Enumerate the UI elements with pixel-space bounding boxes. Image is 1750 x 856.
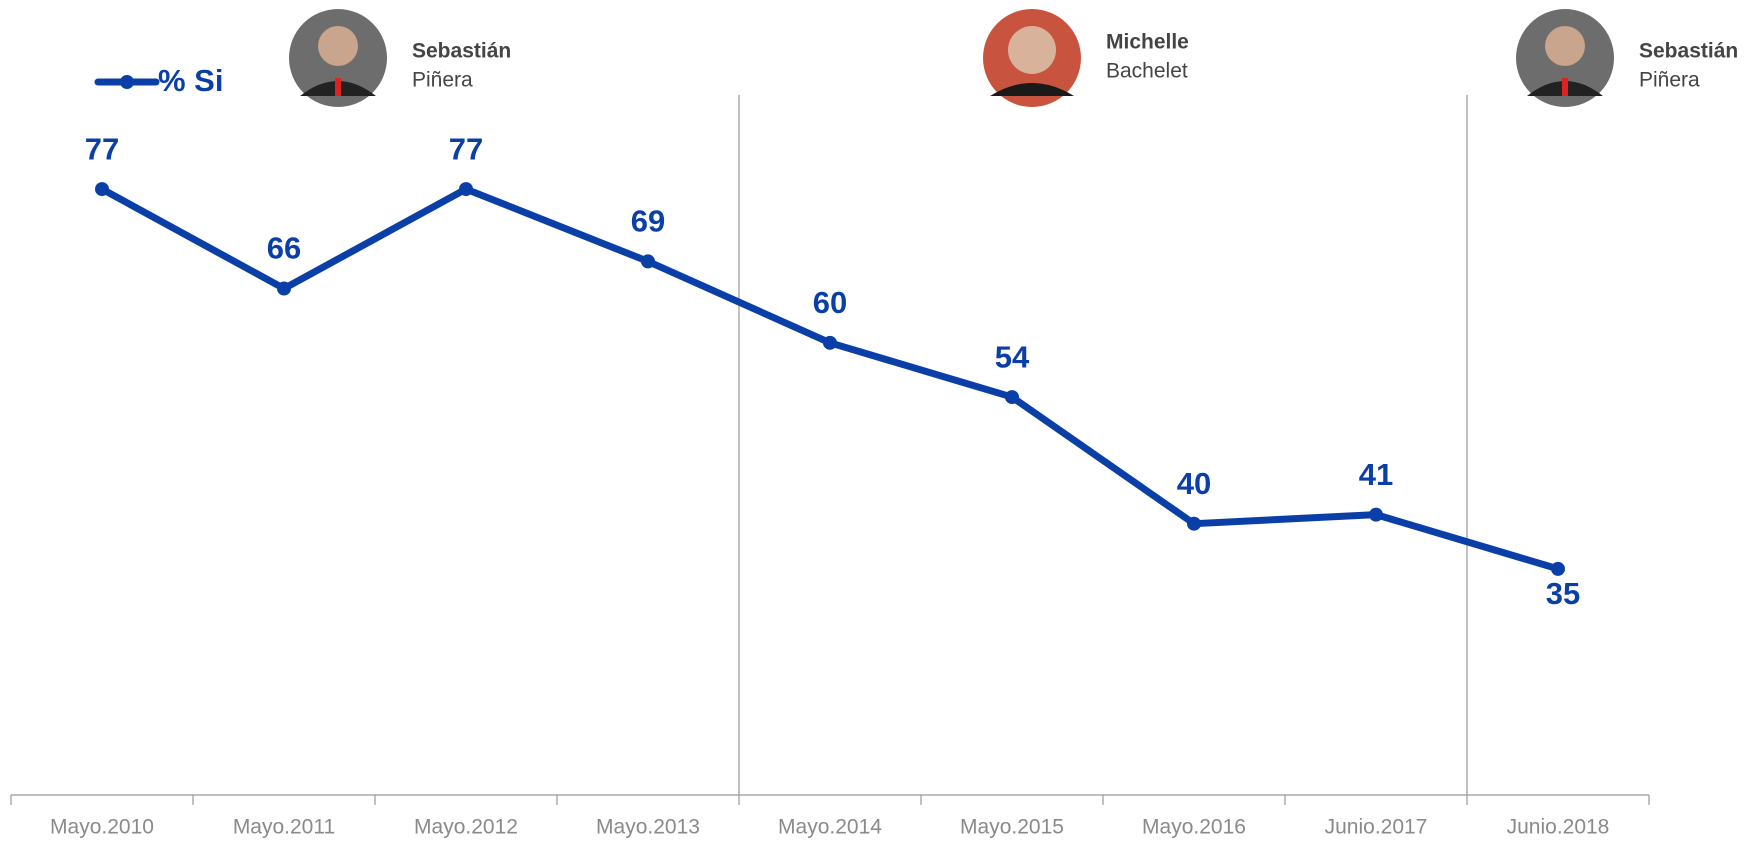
data-point — [459, 182, 473, 197]
president-first-name: Sebastián — [412, 40, 511, 63]
data-point — [95, 182, 109, 197]
president-last-name: Bachelet — [1106, 60, 1188, 83]
x-tick-label: Mayo.2011 — [233, 816, 335, 839]
data-point — [1551, 561, 1565, 576]
data-label: 35 — [1546, 576, 1580, 611]
data-label: 66 — [267, 231, 301, 266]
data-label: 54 — [995, 339, 1030, 374]
data-label: 60 — [813, 285, 847, 320]
data-label: 77 — [85, 131, 119, 166]
data-label: 41 — [1359, 457, 1393, 492]
data-label: 77 — [449, 131, 483, 166]
data-point — [823, 335, 837, 350]
president-last-name: Piñera — [1639, 69, 1700, 92]
president-photo — [1516, 9, 1614, 107]
data-point — [1369, 507, 1383, 522]
x-tick-label: Mayo.2012 — [414, 816, 518, 839]
data-point — [277, 281, 291, 296]
data-label: 69 — [631, 204, 665, 239]
data-point — [641, 254, 655, 269]
data-label: 40 — [1177, 466, 1211, 501]
legend-swatch-dot — [120, 75, 134, 89]
series-line — [100, 185, 1560, 573]
x-tick-label: Mayo.2016 — [1142, 816, 1246, 839]
x-tick-label: Mayo.2013 — [596, 816, 700, 839]
x-tick-label: Mayo.2015 — [960, 816, 1064, 839]
x-tick-label: Junio.2018 — [1507, 816, 1610, 839]
x-tick-label: Mayo.2014 — [778, 816, 882, 839]
president-photo — [289, 9, 387, 107]
president-first-name: Michelle — [1106, 31, 1189, 54]
data-point — [1005, 390, 1019, 405]
president-photo — [983, 9, 1081, 107]
data-point — [1187, 516, 1201, 531]
x-tick-label: Mayo.2010 — [50, 816, 154, 839]
x-tick-label: Junio.2017 — [1325, 816, 1428, 839]
president-first-name: Sebastián — [1639, 40, 1738, 63]
president-last-name: Piñera — [412, 69, 473, 92]
legend-label: % Si — [158, 63, 223, 98]
